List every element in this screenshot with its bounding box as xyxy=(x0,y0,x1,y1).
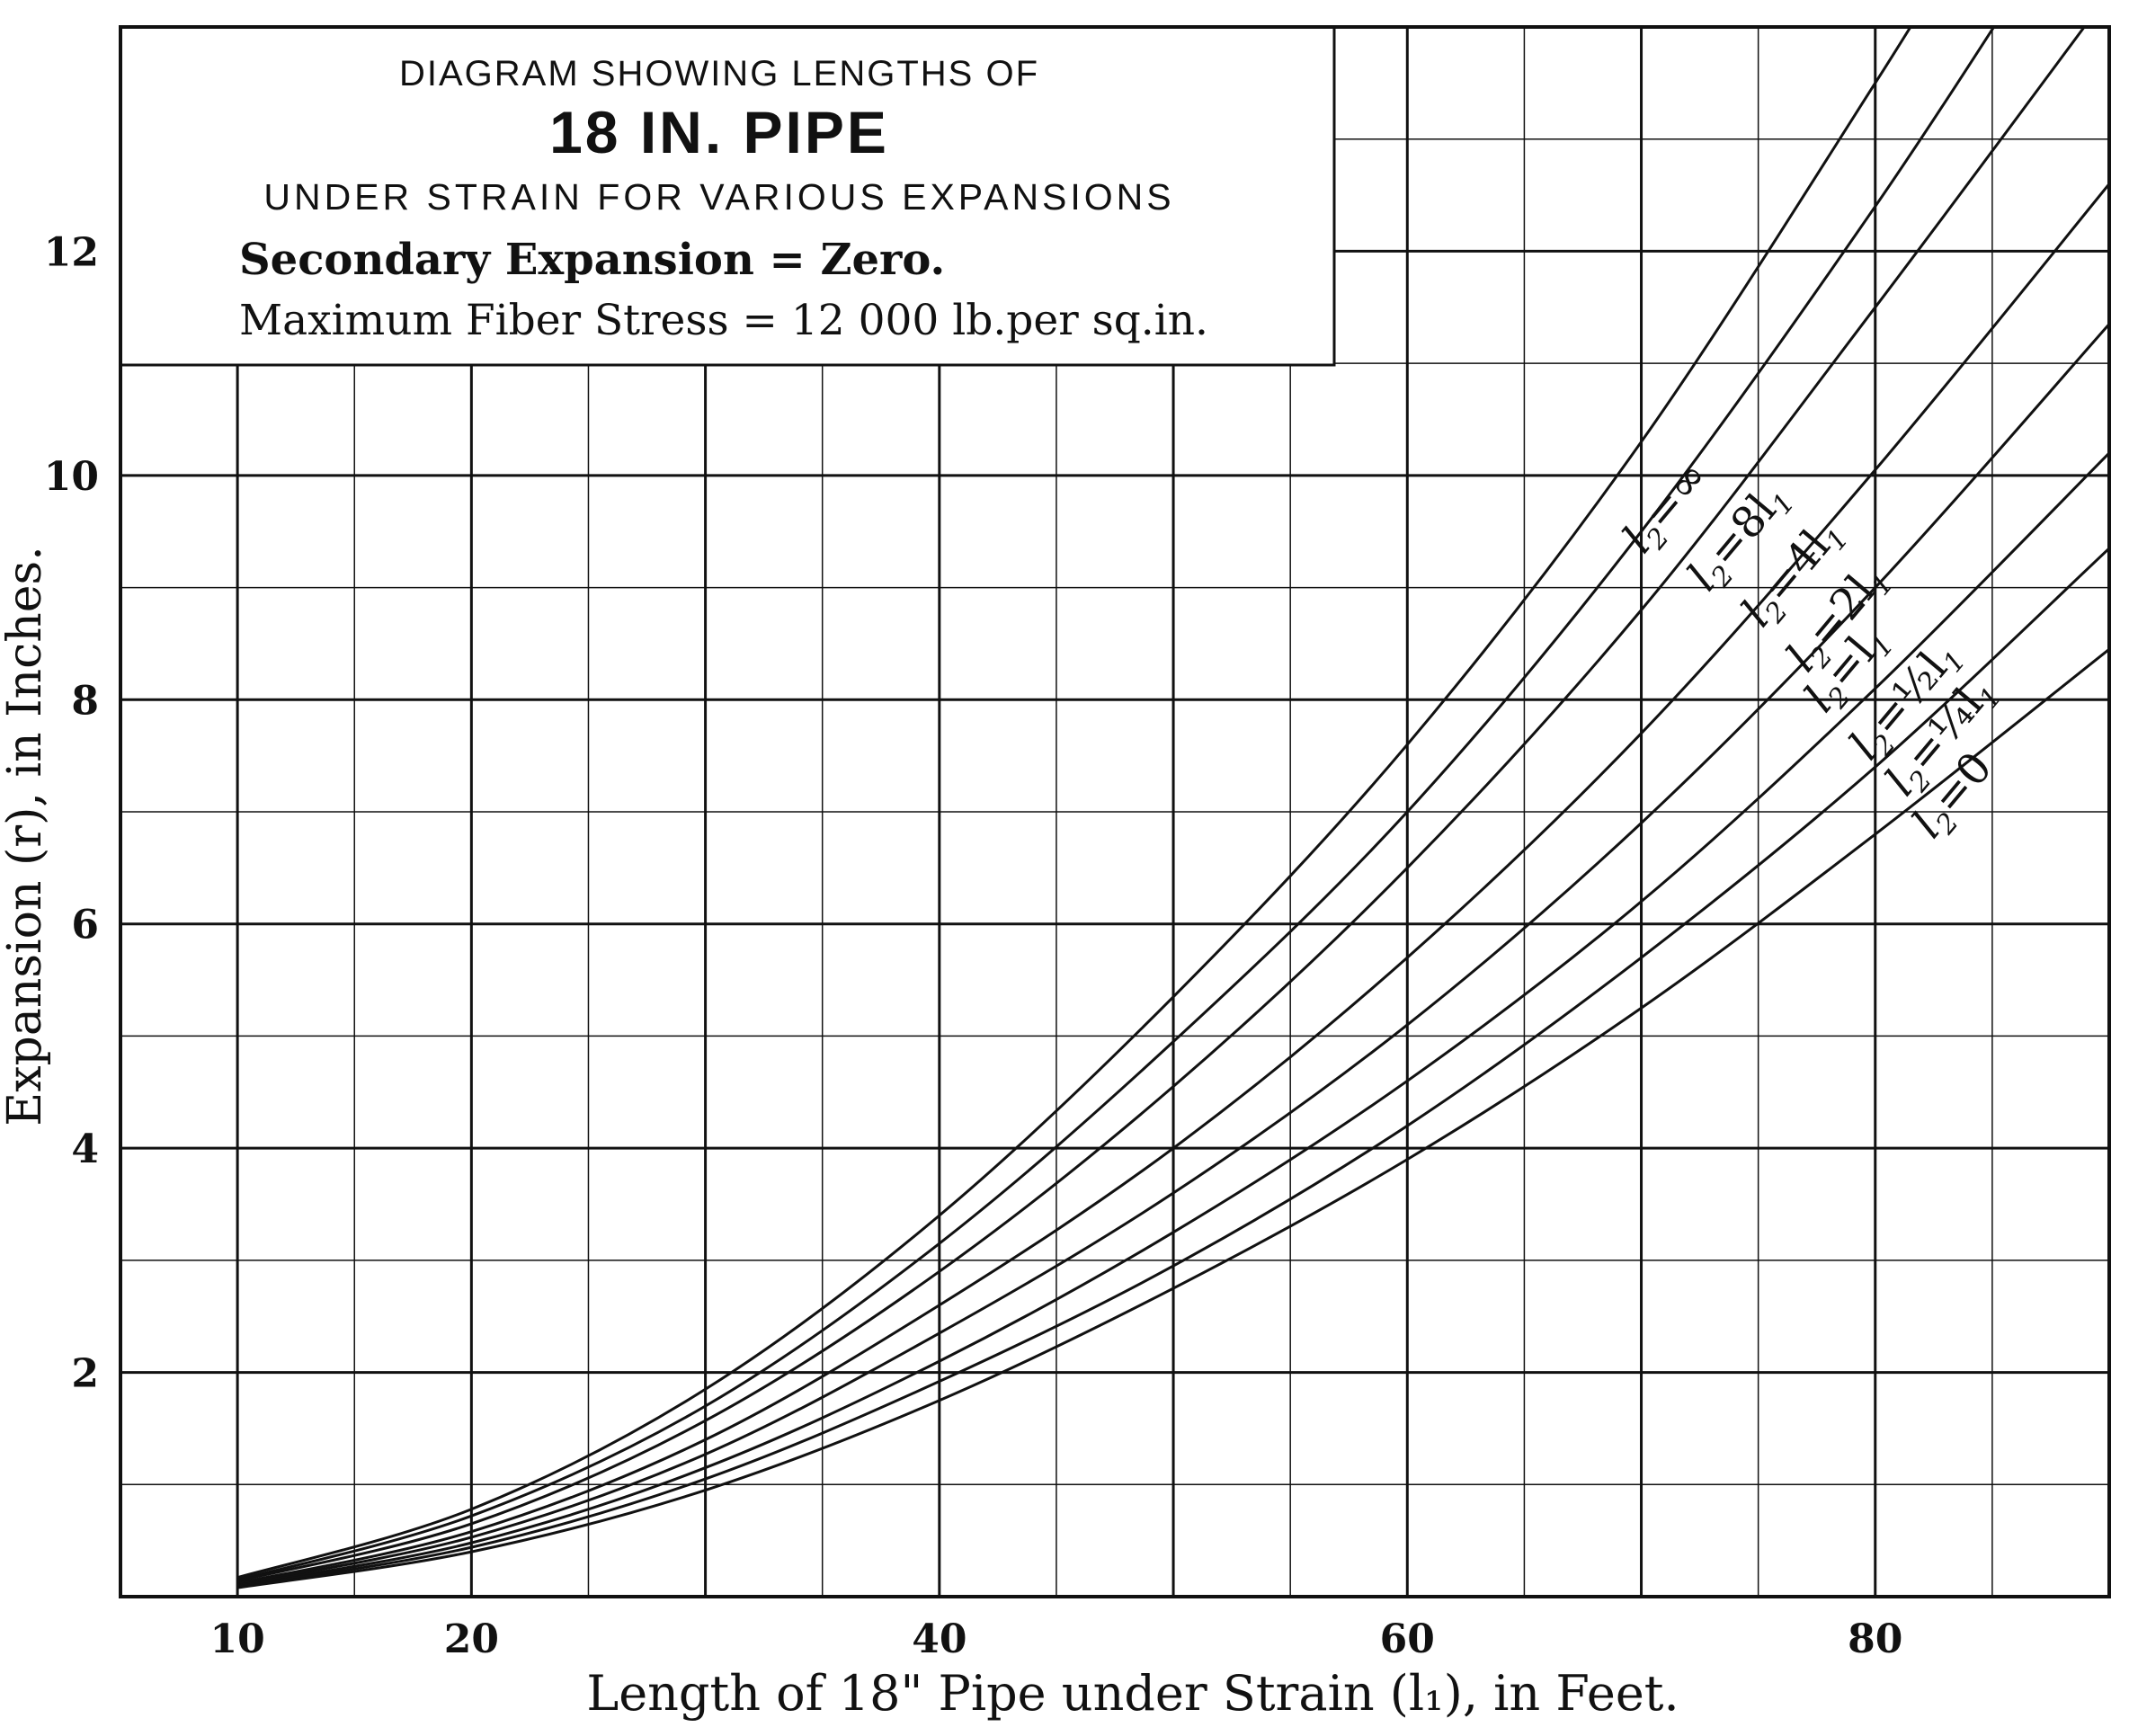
x-tick-label: 20 xyxy=(444,1616,499,1662)
x-axis-label: Length of 18" Pipe under Strain (l₁), in… xyxy=(586,1665,1679,1722)
series-line-7 xyxy=(236,647,2109,1589)
series-curves xyxy=(236,27,2109,1589)
subtitle-line-1: Secondary Expansion = Zero. xyxy=(239,235,945,285)
plot-frame xyxy=(119,25,2111,1598)
x-tick-label: 60 xyxy=(1380,1616,1435,1662)
series-line-2 xyxy=(236,27,2087,1582)
x-tick-label: 10 xyxy=(210,1616,265,1662)
y-tick-label: 4 xyxy=(71,1126,99,1172)
y-tick-label: 8 xyxy=(71,678,99,724)
series-line-1 xyxy=(236,27,1996,1581)
title-box xyxy=(119,25,1336,367)
curve-labels: l2=∞l2=8l1l2=4l1l2=2l1l2=l1l2=½l1l2=¼l1l… xyxy=(1613,451,2009,848)
y-axis-label: Expansion (r), in Inches. xyxy=(0,546,52,1126)
title-block: DIAGRAM SHOWING LENGTHS OF 18 IN. PIPE U… xyxy=(239,54,1208,345)
y-tick-label: 2 xyxy=(71,1351,99,1397)
x-tick-label: 80 xyxy=(1848,1616,1902,1662)
series-line-4 xyxy=(236,323,2109,1586)
subtitle-line-2: Maximum Fiber Stress = 12 000 lb.per sq.… xyxy=(239,296,1208,345)
title-line-3: UNDER STRAIN FOR VARIOUS EXPANSIONS xyxy=(263,176,1174,218)
title-line-2: 18 IN. PIPE xyxy=(549,99,889,165)
title-line-1: DIAGRAM SHOWING LENGTHS OF xyxy=(399,54,1039,93)
series-line-5 xyxy=(236,451,2109,1588)
x-tick-label: 40 xyxy=(912,1616,967,1662)
series-line-6 xyxy=(236,547,2109,1589)
y-tick-label: 6 xyxy=(71,903,99,948)
y-tick-label: 10 xyxy=(44,454,99,500)
series-line-3 xyxy=(236,183,2109,1585)
tick-labels: 10 20 40 60 80 2 4 6 8 10 12 xyxy=(44,229,1903,1662)
y-tick-label: 12 xyxy=(44,229,99,275)
series-line-0 xyxy=(236,27,1912,1580)
